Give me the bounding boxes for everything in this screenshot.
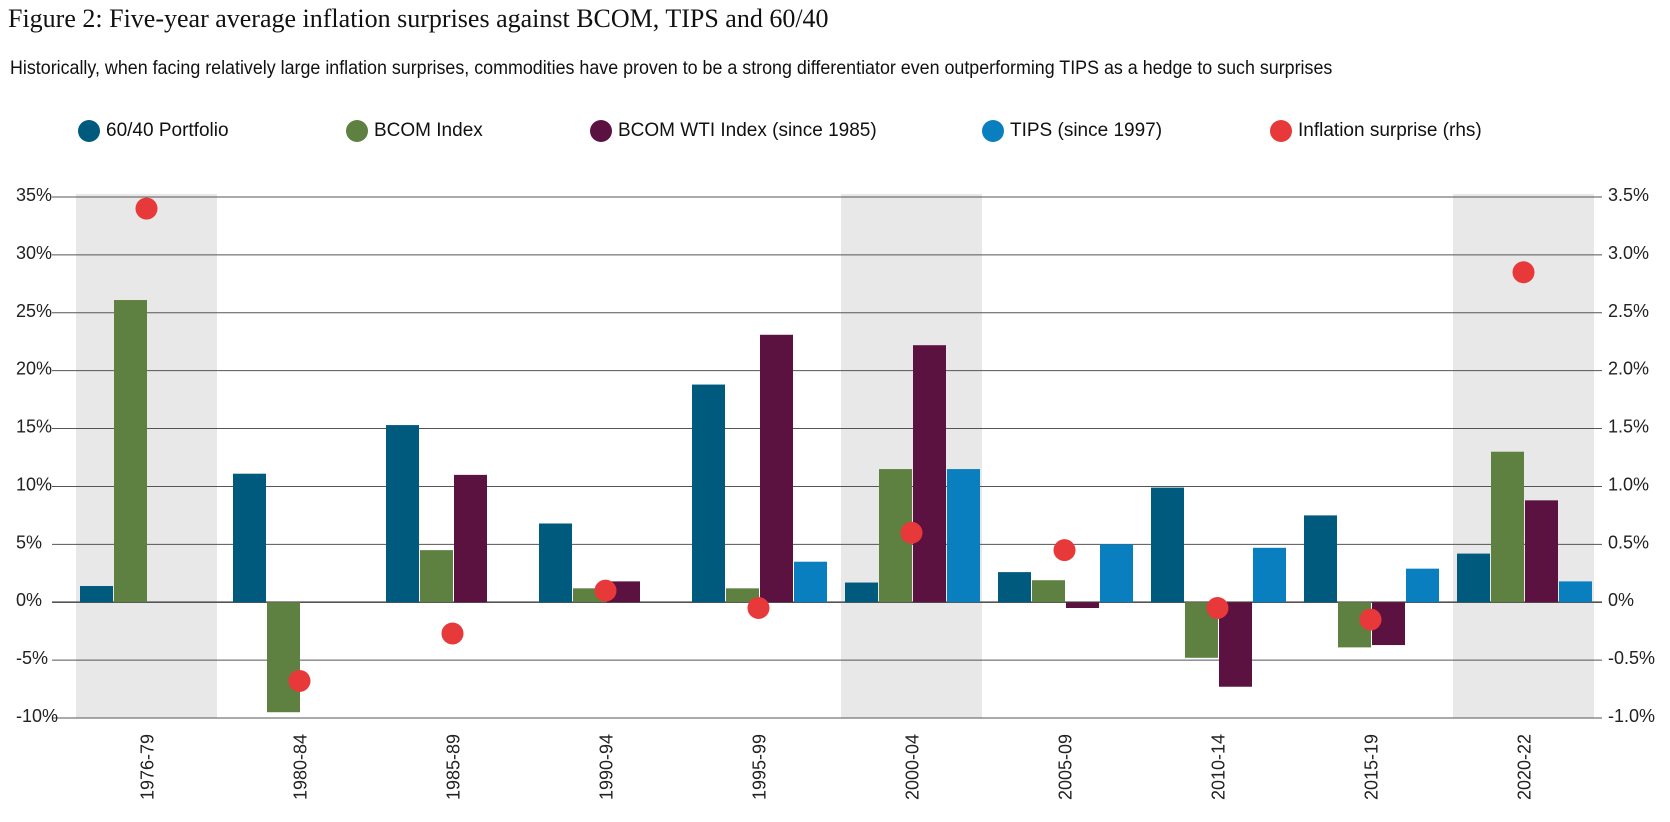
legend-swatch-tips <box>982 120 1004 142</box>
inflation-point-2 <box>441 622 464 645</box>
x-tick-label: 1990-94 <box>597 734 617 800</box>
bar-0-8 <box>1304 515 1337 603</box>
bar-0-4 <box>692 384 725 603</box>
y-left-tick-label: 30% <box>16 243 52 263</box>
y-right-tick-label: -1.0% <box>1608 706 1655 726</box>
chart-title: Figure 2: Five-year average inflation su… <box>8 4 829 33</box>
legend-item-bcom-wti: BCOM WTI Index (since 1985) <box>590 120 877 142</box>
legend-label-inflation: Inflation surprise (rhs) <box>1298 120 1482 141</box>
legend-item-inflation: Inflation surprise (rhs) <box>1270 120 1482 142</box>
y-left-tick-label: 5% <box>16 532 42 552</box>
bar-1-2 <box>420 550 453 603</box>
x-tick-label: 1985-89 <box>444 734 464 800</box>
y-left-tick-label: 25% <box>16 301 52 321</box>
legend-swatch-bcom <box>346 120 368 142</box>
bar-3-5 <box>947 469 980 603</box>
y-right-tick-label: 2.0% <box>1608 359 1649 379</box>
y-right-tick-label: 1.5% <box>1608 417 1649 437</box>
bar-3-4 <box>794 561 827 603</box>
x-tick-label: 1976-79 <box>138 734 158 800</box>
x-tick-label: 1980-84 <box>291 734 311 800</box>
inflation-point-0 <box>135 197 158 220</box>
y-right-tick-label: 1.0% <box>1608 474 1649 494</box>
y-left-tick-label: -5% <box>16 648 48 668</box>
y-left-tick-label: 35% <box>16 185 52 205</box>
y-left-tick-label: 15% <box>16 417 52 437</box>
y-right-tick-label: -0.5% <box>1608 648 1655 668</box>
legend-swatch-60-40 <box>78 120 100 142</box>
x-tick-label: 2000-04 <box>903 734 923 800</box>
shaded-period-2000-04 <box>841 194 982 718</box>
bar-0-1 <box>233 473 266 603</box>
x-tick-label: 2015-19 <box>1362 734 1382 800</box>
y-left-tick-label: -10% <box>16 706 58 726</box>
x-tick-label: 2010-14 <box>1209 734 1229 800</box>
bar-1-9 <box>1491 451 1524 603</box>
inflation-point-9 <box>1512 261 1535 284</box>
x-tick-label: 2020-22 <box>1515 734 1535 800</box>
y-left-tick-label: 20% <box>16 359 52 379</box>
bar-2-6 <box>1066 602 1099 609</box>
bar-3-9 <box>1559 581 1592 603</box>
inflation-point-6 <box>1053 539 1076 562</box>
bar-3-7 <box>1253 547 1286 603</box>
inflation-point-5 <box>900 521 923 544</box>
legend-label-bcom-wti: BCOM WTI Index (since 1985) <box>618 120 877 141</box>
legend-swatch-inflation <box>1270 120 1292 142</box>
bar-1-1 <box>267 602 300 713</box>
legend-label-bcom: BCOM Index <box>374 120 483 141</box>
x-tick-label: 1995-99 <box>750 734 770 800</box>
y-left-tick-label: 10% <box>16 474 52 494</box>
legend-label-tips: TIPS (since 1997) <box>1010 120 1163 141</box>
bar-1-6 <box>1032 580 1065 603</box>
y-left-tick-label: 0% <box>16 590 42 610</box>
bar-0-0 <box>80 586 113 603</box>
bar-2-9 <box>1525 500 1558 603</box>
chart-subtitle: Historically, when facing relatively lar… <box>10 58 1333 79</box>
bar-0-7 <box>1151 487 1184 603</box>
bar-0-3 <box>539 523 572 603</box>
inflation-point-8 <box>1359 608 1382 631</box>
bar-0-9 <box>1457 553 1490 603</box>
bar-0-5 <box>845 582 878 603</box>
legend-swatch-bcom-wti <box>590 120 612 142</box>
bar-3-6 <box>1100 544 1133 603</box>
bar-0-2 <box>386 425 419 603</box>
legend: 60/40 Portfolio BCOM Index BCOM WTI Inde… <box>0 120 1670 150</box>
bar-2-5 <box>913 345 946 603</box>
y-right-tick-label: 3.5% <box>1608 185 1649 205</box>
bar-3-8 <box>1406 568 1439 603</box>
legend-item-bcom: BCOM Index <box>346 120 483 142</box>
y-right-tick-label: 2.5% <box>1608 301 1649 321</box>
bar-1-4 <box>726 588 759 603</box>
legend-label-60-40: 60/40 Portfolio <box>106 120 229 141</box>
inflation-point-7 <box>1206 597 1229 620</box>
inflation-point-1 <box>288 669 311 692</box>
bar-1-0 <box>114 300 147 603</box>
bar-0-6 <box>998 572 1031 603</box>
y-right-tick-label: 3.0% <box>1608 243 1649 263</box>
legend-item-tips: TIPS (since 1997) <box>982 120 1162 142</box>
bar-2-2 <box>454 474 487 603</box>
y-right-tick-label: 0.5% <box>1608 532 1649 552</box>
inflation-point-3 <box>594 579 617 602</box>
inflation-point-4 <box>747 597 770 620</box>
y-right-tick-label: 0% <box>1608 590 1634 610</box>
bar-2-4 <box>760 334 793 603</box>
x-tick-label: 2005-09 <box>1056 734 1076 800</box>
legend-item-60-40: 60/40 Portfolio <box>78 120 229 142</box>
